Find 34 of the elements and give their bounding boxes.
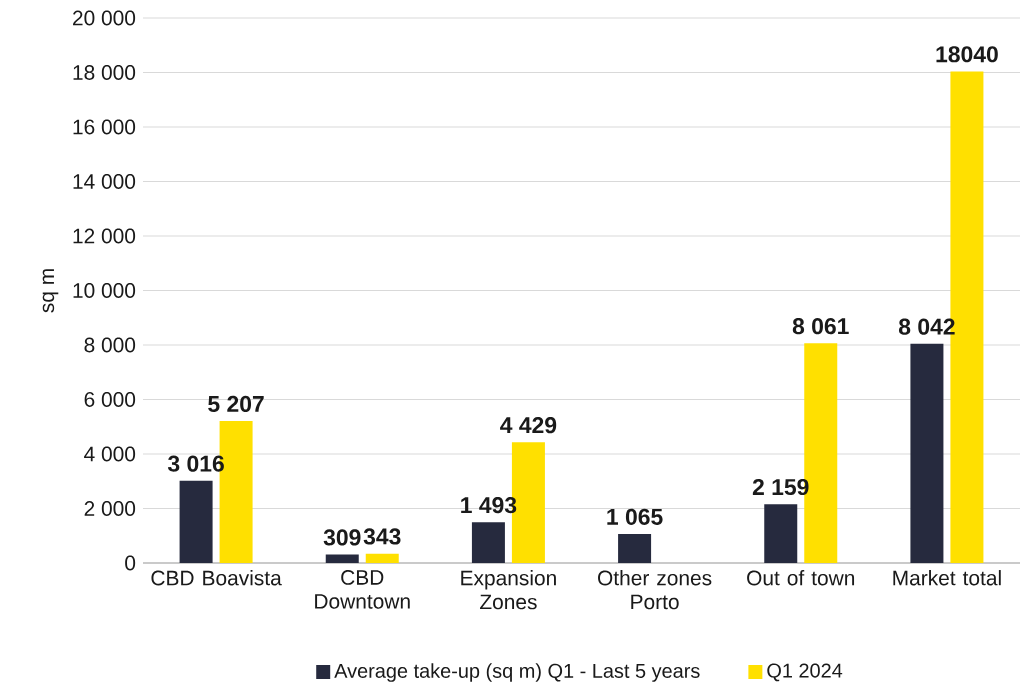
x-tick-label: Expansion Zones [461,570,556,610]
y-tick-label: 2 000 [84,501,136,516]
data-label: 18040 [936,46,998,63]
x-tick-label: Other zones Porto [598,570,712,610]
x-tick-label: CBD Downtown [315,570,410,609]
y-axis-title: sq m [42,269,59,313]
y-tick-label: 18 000 [73,65,136,80]
y-tick-label: 10 000 [73,283,136,298]
data-label: 5 207 [208,395,264,413]
data-label: 1 065 [607,508,663,525]
bar [910,343,944,563]
y-tick-label: 8 000 [84,337,136,353]
data-label: 343 [363,528,401,545]
bar [179,480,213,563]
y-tick-label: 16 000 [73,119,136,135]
x-tick-label: CBD Boavista [151,570,282,586]
bar [471,522,505,563]
bar [764,504,798,563]
data-label: 4 429 [500,417,557,434]
y-tick-label: 20 000 [73,10,136,26]
y-tick-label: 6 000 [84,392,136,407]
legend-label: Average take-up (sq m) Q1 - Last 5 years [334,663,700,682]
y-tick-label: 0 [125,555,136,571]
legend-label: Q1 2024 [767,663,843,682]
y-tick-label: 14 000 [73,174,136,189]
bar [325,554,359,563]
x-tick-label: Market total [893,570,1001,586]
data-label: 309 [323,529,361,546]
bar [618,533,652,563]
data-label: 8 061 [792,318,849,335]
x-tick-label: Out of town [747,570,855,586]
y-tick-label: 12 000 [73,228,136,244]
y-tick-label: 4 000 [84,446,136,462]
bar [365,553,399,563]
